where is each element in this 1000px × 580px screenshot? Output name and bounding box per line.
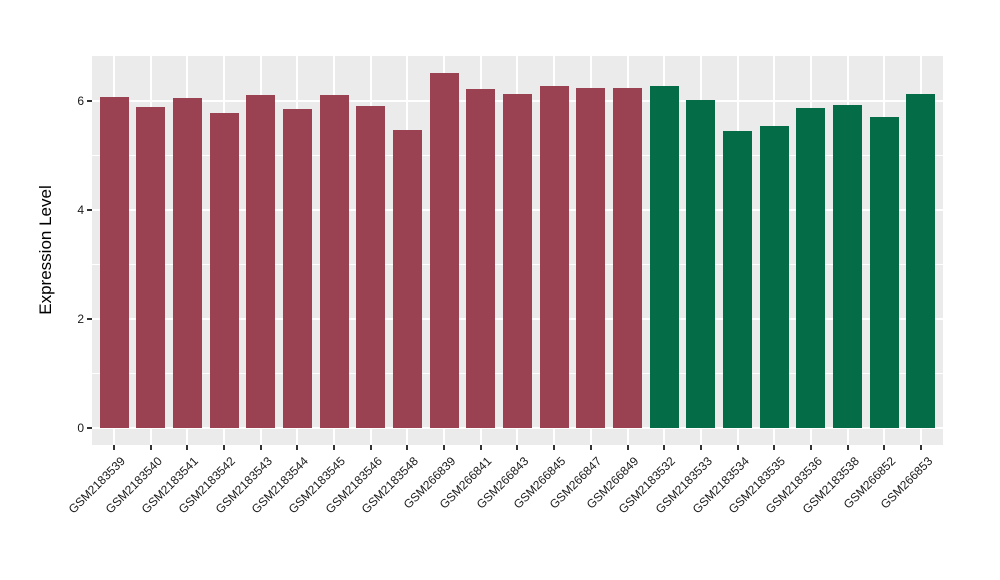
bar-GSM2183543 [246, 94, 276, 428]
x-tick-mark [589, 445, 592, 450]
bar-GSM2183544 [282, 109, 312, 428]
bar-GSM266849 [613, 88, 643, 428]
x-tick-mark [259, 445, 262, 450]
y-tick-label: 0 [77, 421, 84, 435]
x-tick-mark [773, 445, 776, 450]
x-tick-mark [846, 445, 849, 450]
x-tick-mark [406, 445, 409, 450]
y-tick-label: 6 [77, 94, 84, 109]
x-tick-mark [149, 445, 152, 450]
plot-panel [92, 56, 943, 445]
bar-GSM2183539 [99, 97, 129, 428]
bar-GSM266841 [466, 88, 496, 428]
x-tick-mark [113, 445, 115, 450]
x-tick-mark [186, 445, 189, 450]
h-gridline-major [92, 427, 943, 429]
bar-GSM266852 [869, 117, 899, 428]
y-tick-mark [87, 100, 92, 103]
x-tick-mark [516, 445, 519, 450]
y-tick-label: 4 [77, 203, 84, 218]
bar-GSM2183536 [796, 107, 826, 428]
bar-GSM2183545 [319, 94, 349, 428]
bar-GSM2183535 [759, 126, 789, 428]
bar-GSM2183534 [723, 131, 753, 428]
bar-GSM2183541 [172, 97, 202, 428]
x-tick-mark [626, 445, 629, 450]
x-tick-mark [296, 445, 299, 450]
x-tick-mark [883, 445, 886, 450]
bar-GSM2183533 [686, 100, 716, 428]
bar-GSM266843 [502, 94, 532, 428]
x-tick-mark [553, 445, 556, 450]
y-tick-mark [87, 209, 92, 212]
x-tick-mark [223, 445, 226, 450]
x-tick-mark [479, 445, 482, 450]
x-tick-mark [809, 445, 812, 450]
bar-GSM2183542 [209, 113, 239, 428]
x-tick-mark [736, 445, 739, 450]
bar-GSM266839 [429, 73, 459, 428]
y-tick-mark [87, 318, 92, 321]
y-tick-label: 2 [77, 312, 84, 327]
bar-GSM2183532 [649, 85, 679, 428]
x-tick-mark [663, 445, 666, 450]
x-tick-mark [369, 445, 372, 450]
x-tick-mark [443, 445, 446, 450]
bar-GSM266853 [906, 94, 936, 428]
x-tick-mark [699, 445, 702, 450]
bar-GSM2183546 [356, 105, 386, 428]
bar-GSM2183540 [136, 106, 166, 428]
bar-GSM266847 [576, 87, 606, 428]
x-tick-mark [919, 445, 922, 450]
bar-GSM2183548 [392, 129, 422, 428]
bar-GSM266845 [539, 86, 569, 428]
bar-GSM2183538 [833, 105, 863, 428]
x-tick-mark [333, 445, 336, 450]
y-tick-mark [87, 427, 92, 429]
